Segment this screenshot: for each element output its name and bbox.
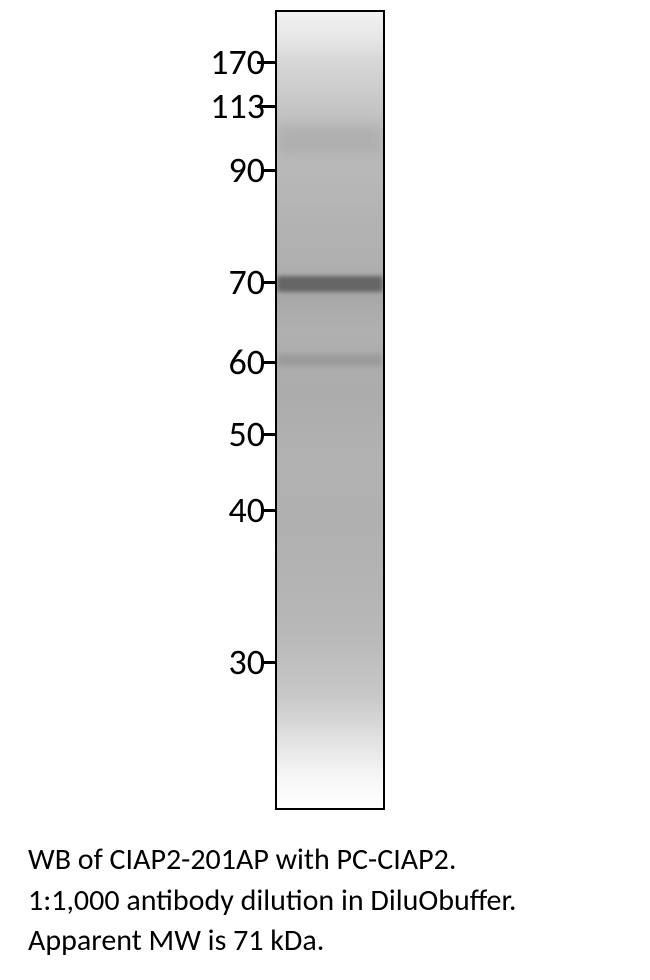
mw-marker-label: 90 <box>175 152 265 188</box>
mw-marker-tick <box>261 509 275 512</box>
mw-marker-tick <box>261 169 275 172</box>
mw-marker-tick <box>261 361 275 364</box>
mw-marker-label: 70 <box>175 264 265 300</box>
blot-band <box>277 125 383 155</box>
mw-marker-label: 170 <box>175 44 265 80</box>
mw-marker-tick <box>257 61 275 64</box>
blot-lane <box>275 10 385 810</box>
mw-marker-label: 40 <box>175 492 265 528</box>
mw-marker-label: 30 <box>175 644 265 680</box>
mw-marker-tick <box>257 105 275 108</box>
caption-line-2: 1:1,000 antibody dilution in DiluObuffer… <box>28 881 622 922</box>
caption-line-3: Apparent MW is 71 kDa. <box>28 921 622 962</box>
caption-line-1: WB of CIAP2-201AP with PC-CIAP2. <box>28 840 622 881</box>
blot-band <box>277 276 383 292</box>
mw-marker-label: 60 <box>175 344 265 380</box>
mw-marker-label: 113 <box>175 88 265 124</box>
figure-caption: WB of CIAP2-201AP with PC-CIAP2. 1:1,000… <box>28 840 622 962</box>
mw-marker-label: 50 <box>175 416 265 452</box>
mw-marker-tick <box>261 281 275 284</box>
mw-marker-tick <box>261 661 275 664</box>
western-blot-figure: 170 113 90 70 60 50 40 30 <box>95 10 525 830</box>
blot-band <box>277 354 383 366</box>
mw-marker-tick <box>261 433 275 436</box>
